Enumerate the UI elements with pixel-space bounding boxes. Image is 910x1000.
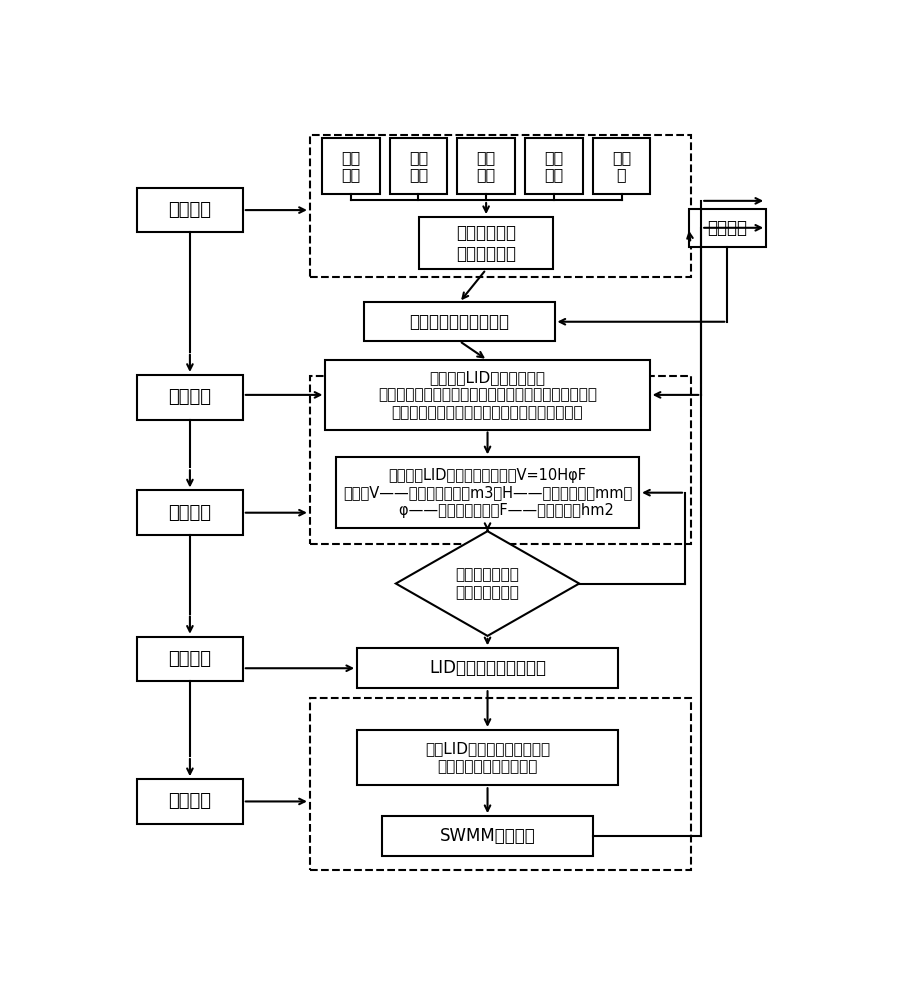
Text: LID模块规模计算与布局: LID模块规模计算与布局 [429,659,546,677]
Text: 确定年径流总量控制率: 确定年径流总量控制率 [410,313,510,331]
Bar [689,209,766,247]
Text: 模型分析: 模型分析 [168,792,211,810]
Bar [137,188,243,232]
Bar [137,375,243,420]
Text: 灰色调蓄设施调
蓄容积是否达标: 灰色调蓄设施调 蓄容积是否达标 [456,567,520,600]
Bar [525,138,582,194]
Bar [322,138,379,194]
Bar [382,816,593,856]
Text: 各种LID措施调蓄、渗透及蒸
发作用等产汇流过程分析: 各种LID措施调蓄、渗透及蒸 发作用等产汇流过程分析 [425,741,550,774]
Bar [357,648,618,688]
Bar [357,730,618,785]
Bar [309,698,691,870]
Text: 山体
面积: 山体 面积 [341,150,360,182]
Bar [420,217,553,269]
Bar [592,138,651,194]
Bar [364,302,554,341]
Text: 确定山体公园
综合径流系数: 确定山体公园 综合径流系数 [456,224,516,263]
Text: 降雨
强度: 降雨 强度 [544,150,563,182]
Text: 调蓄计算: 调蓄计算 [168,504,211,522]
Bar [309,376,691,544]
Text: 数据分析: 数据分析 [168,201,211,219]
Bar [326,360,650,430]
Bar [137,490,243,535]
Text: 指标分解: 指标分解 [168,388,211,406]
Bar [336,457,639,528]
Bar [389,138,448,194]
Text: SWMM模型分析: SWMM模型分析 [440,827,535,845]
Text: 初步提出LID模块控制指标
（绿地率、下沉式绿地率、水面率、透水铺装率、绿色
屋顶率、其他调蓄容积等单项或组合控制指标）: 初步提出LID模块控制指标 （绿地率、下沉式绿地率、水面率、透水铺装率、绿色 屋… [378,370,597,420]
Text: 模块布局: 模块布局 [168,650,211,668]
Text: 峰值流量: 峰值流量 [707,219,747,237]
Text: 降雨
量: 降雨 量 [612,150,632,182]
Bar [137,779,243,824]
Text: 初步计算LID模块的总调蓄容积V=10HφF
式中：V——设计调蓄容积，m3；H——设计降雨量，mm；
        φ——综合径流系数；F——公园面积，hm: 初步计算LID模块的总调蓄容积V=10HφF 式中：V——设计调蓄容积，m3；H… [343,468,632,518]
Text: 绿地
坡度: 绿地 坡度 [409,150,428,182]
Polygon shape [396,531,580,636]
Bar [137,637,243,681]
Text: 降雨
历时: 降雨 历时 [477,150,496,182]
Bar [457,138,515,194]
Bar [309,135,691,277]
